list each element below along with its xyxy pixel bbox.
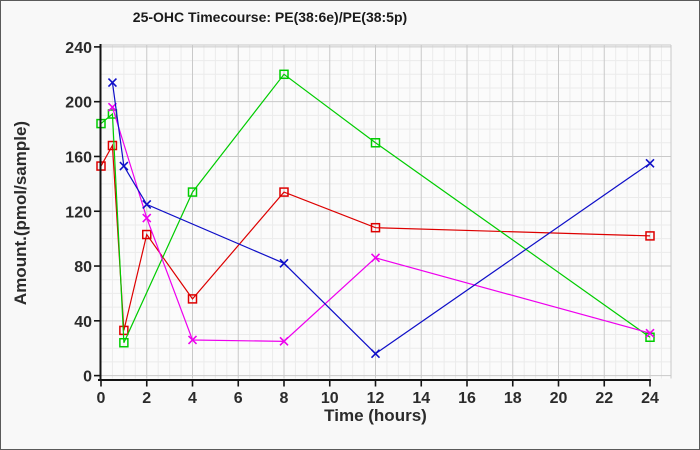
x-tick-label: 12 (367, 390, 385, 407)
x-tick-label: 16 (458, 390, 476, 407)
marker-x (370, 349, 381, 359)
marker-square (370, 222, 381, 233)
marker-square (187, 294, 198, 304)
x-tick-label: 0 (97, 390, 106, 407)
marker-x (370, 253, 381, 263)
series-line-blue-x (111, 82, 651, 355)
marker-square (645, 231, 655, 241)
marker-square (142, 229, 152, 240)
y-axis-label: Amount.(pmol/sample) (11, 120, 30, 306)
x-tick-label: 18 (504, 390, 522, 407)
y-tick-label: 80 (74, 259, 92, 276)
marker-x (645, 158, 655, 168)
x-tick-label: 8 (280, 390, 289, 407)
y-tick-label: 200 (65, 95, 92, 112)
series-line-green-squares (100, 73, 651, 343)
x-tick-label: 22 (595, 390, 613, 407)
x-tick-label: 20 (550, 390, 568, 407)
marker-square (107, 140, 118, 151)
x-tick-label: 14 (412, 390, 430, 407)
x-tick-label: 6 (234, 390, 243, 407)
series-blue-x (107, 77, 655, 359)
marker-x (279, 336, 289, 346)
marker-square (279, 187, 289, 197)
x-tick-label: 24 (641, 390, 659, 407)
x-tick-label: 10 (321, 390, 339, 407)
x-tick-label: 4 (188, 390, 197, 407)
marker-square (119, 337, 129, 348)
marker-x (645, 328, 655, 338)
x-axis-label: Time (hours) (324, 406, 427, 425)
y-tick-label: 160 (65, 149, 92, 166)
marker-x (142, 213, 152, 223)
marker-x (279, 258, 289, 268)
marker-x (142, 199, 152, 209)
y-tick-label: 240 (65, 40, 92, 57)
marker-square (370, 138, 381, 148)
marker-x (107, 77, 118, 88)
y-tick-label: 40 (74, 314, 92, 331)
series-magenta-x (107, 102, 655, 346)
marker-square (187, 187, 198, 197)
series-line-magenta-x (111, 106, 651, 342)
y-tick-label: 0 (83, 369, 92, 386)
marker-x (187, 335, 198, 345)
series-line-red-squares (100, 143, 651, 331)
marker-square (279, 69, 289, 80)
y-tick-label: 120 (65, 204, 92, 221)
x-tick-label: 2 (142, 390, 151, 407)
chart-title: 25-OHC Timecourse: PE(38:6e)/PE(38:5p) (132, 9, 408, 25)
marker-x (119, 161, 129, 171)
